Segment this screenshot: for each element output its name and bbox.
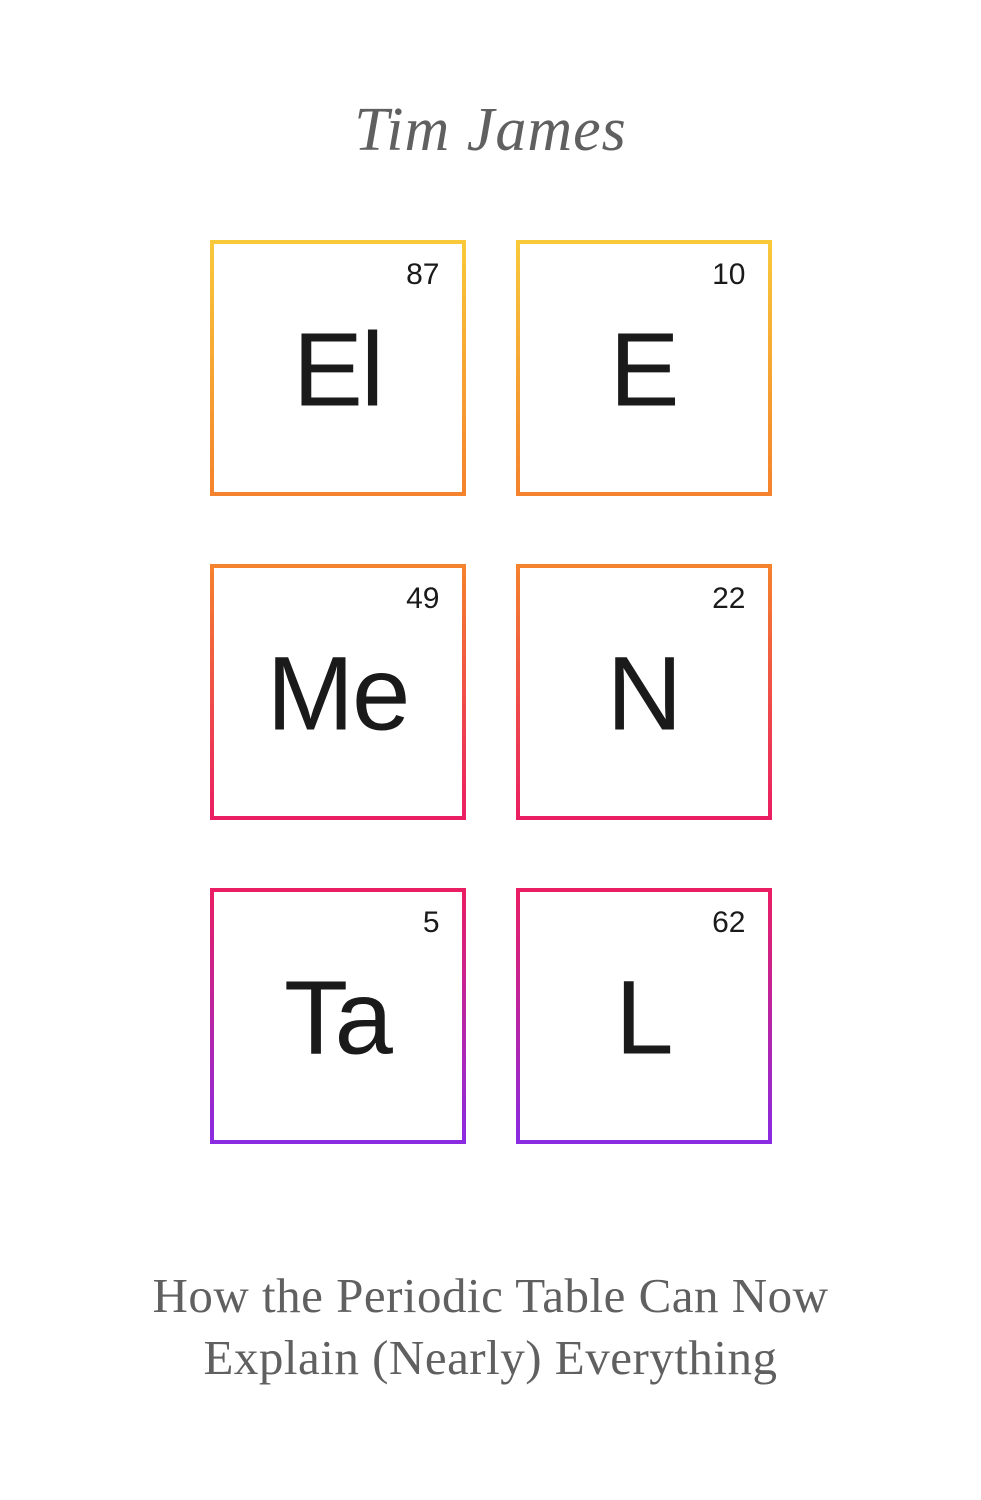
element-tile: 87 El (210, 240, 466, 496)
atomic-number: 22 (712, 582, 745, 616)
atomic-number: 87 (406, 258, 439, 292)
author-name: Tim James (0, 95, 981, 166)
element-tile: 22 N (516, 564, 772, 820)
element-symbol: L (615, 958, 671, 1078)
element-tile: 10 E (516, 240, 772, 496)
element-grid: 87 El 10 E 49 Me (210, 240, 772, 1144)
subtitle-line-1: How the Periodic Table Can Now (152, 1268, 828, 1323)
element-tile: 49 Me (210, 564, 466, 820)
element-symbol: N (607, 634, 681, 754)
subtitle: How the Periodic Table Can Now Explain (… (0, 1265, 981, 1390)
subtitle-line-2: Explain (Nearly) Everything (203, 1330, 777, 1385)
element-symbol: El (293, 310, 382, 430)
atomic-number: 62 (712, 906, 745, 940)
element-tile: 62 L (516, 888, 772, 1144)
element-symbol: Me (267, 634, 409, 754)
element-tile: 5 Ta (210, 888, 466, 1144)
atomic-number: 5 (423, 906, 440, 940)
element-symbol: Ta (284, 958, 391, 1078)
atomic-number: 49 (406, 582, 439, 616)
element-symbol: E (609, 310, 677, 430)
atomic-number: 10 (712, 258, 745, 292)
